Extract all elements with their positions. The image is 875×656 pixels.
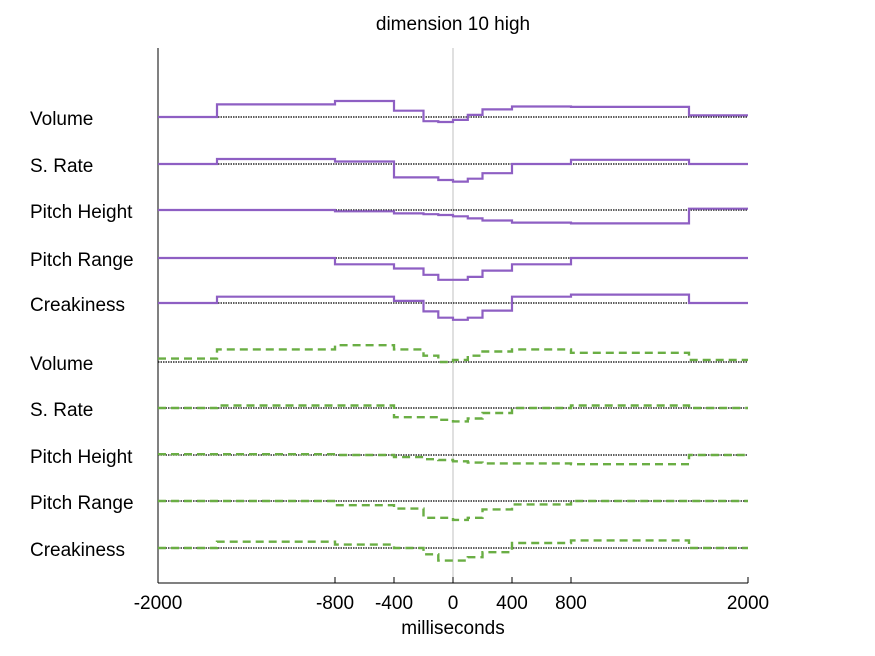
row-label: Volume <box>30 109 93 130</box>
row-label: S. Rate <box>30 400 93 421</box>
row-label: Pitch Range <box>30 250 134 271</box>
x-tick-label--400: -400 <box>375 593 413 614</box>
series-line-solid-volume <box>158 99 748 124</box>
series-line-solid-s-rate <box>158 157 748 183</box>
row-label: Pitch Range <box>30 493 134 514</box>
x-tick-label-800: 800 <box>555 593 587 614</box>
x-tick-label-2000: 2000 <box>727 593 769 614</box>
row-label: Pitch Height <box>30 447 133 468</box>
x-axis-label: milliseconds <box>401 618 505 639</box>
series-line-dashed-pitch-range <box>158 499 748 522</box>
x-tick-label-0: 0 <box>448 593 459 614</box>
series-line-solid-creakiness <box>158 293 748 321</box>
series-line-dashed-pitch-height <box>158 453 748 466</box>
chart-title: dimension 10 high <box>375 14 531 35</box>
series-line-dashed-volume <box>158 344 748 364</box>
series-line-dashed-creakiness <box>158 539 748 562</box>
x-tick-label-400: 400 <box>496 593 528 614</box>
series-line-solid-pitch-range <box>158 256 748 281</box>
series-line-solid-pitch-height <box>158 207 748 225</box>
row-label: Creakiness <box>30 295 125 316</box>
row-label: Pitch Height <box>30 202 133 223</box>
x-tick-label--2000: -2000 <box>134 593 183 614</box>
row-label: Volume <box>30 354 93 375</box>
row-label: Creakiness <box>30 540 125 561</box>
x-tick-label--800: -800 <box>316 593 354 614</box>
row-label: S. Rate <box>30 156 93 177</box>
series-line-dashed-s-rate <box>158 404 748 423</box>
